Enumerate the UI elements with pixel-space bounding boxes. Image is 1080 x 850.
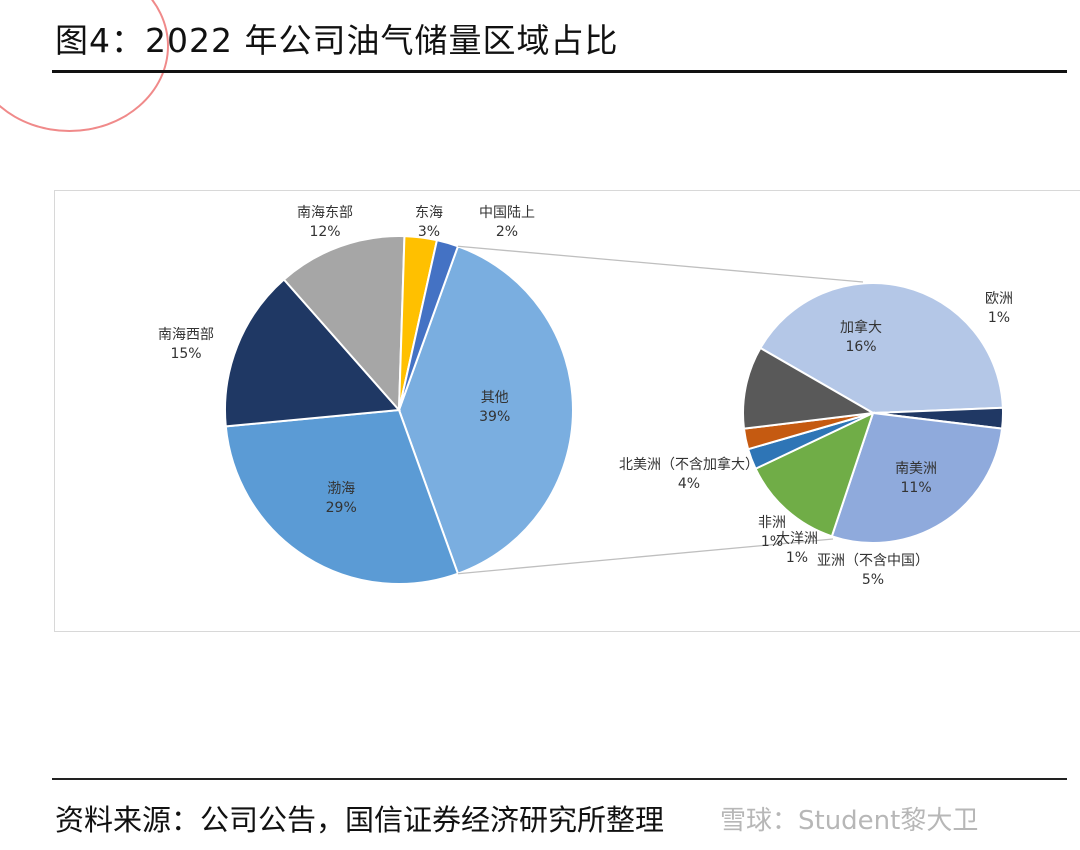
secondary-pie-slice-2 <box>830 411 1004 544</box>
secondary-pie-slice-3 <box>754 411 875 538</box>
pie-of-pie-chart: 其他 39% 渤海 29% 南海西部 15% 南海东部 12% 东海 3% 中国陆上 2% 加拿大 16%… <box>158 205 1013 588</box>
secondary-pie-label-1: 欧洲 1% <box>985 291 1013 326</box>
title-rule <box>52 70 1067 73</box>
secondary-pie-label-2: 南美洲 11% <box>895 461 937 496</box>
source-note: 资料来源：公司公告，国信证券经济研究所整理 <box>55 803 665 837</box>
secondary-pie-slice-6 <box>742 346 877 430</box>
watermark: 雪球：Student黎大卫 <box>720 806 979 836</box>
connector-line-bottom <box>457 538 834 575</box>
secondary-pie-label-0: 加拿大 16% <box>840 319 882 355</box>
main-pie-slice-2 <box>224 278 402 428</box>
main-pie-slice-5 <box>398 238 460 411</box>
main-pie-label-3: 南海东部 12% <box>297 205 353 240</box>
main-pie-label-1: 渤海 29% <box>326 481 357 516</box>
main-pie-slice-3 <box>282 235 406 413</box>
secondary-pie-label-4: 大洋洲 1% <box>776 531 818 566</box>
connector-line-top <box>457 245 864 283</box>
main-pie-label-2: 南海西部 15% <box>158 327 214 362</box>
figure-title: 图4：2022 年公司油气储量区域占比 <box>55 21 619 60</box>
source-rule <box>52 778 1067 780</box>
secondary-pie-label-6: 北美洲（不含加拿大） 4% <box>619 456 759 492</box>
main-pie-label-4: 东海 3% <box>415 205 443 240</box>
secondary-pie-slice-0 <box>759 282 1004 415</box>
main-pie-label-0: 其他 39% <box>479 390 510 425</box>
main-pie-slice-1 <box>224 408 460 585</box>
secondary-pie-label-3: 亚洲（不含中国） 5% <box>817 553 929 588</box>
main-pie-label-5: 中国陆上 2% <box>479 205 535 240</box>
main-pie-slice-0 <box>397 245 574 575</box>
chart-frame: 其他 39% 渤海 29% 南海西部 15% 南海东部 12% 东海 3% 中国陆上 2% 加拿大 16%… <box>54 190 1080 632</box>
secondary-pie-label-5: 非洲 1% <box>758 515 786 550</box>
